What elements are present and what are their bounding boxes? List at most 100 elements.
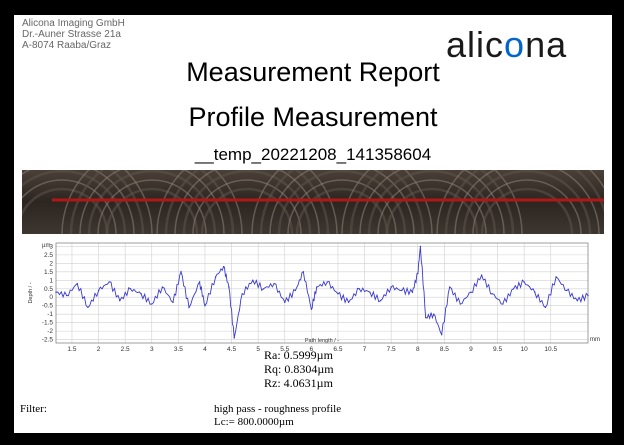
- rq-value: Rq: 0.8304µm: [264, 362, 334, 376]
- y-tick-label: 0.5: [44, 286, 53, 293]
- measurement-file-name: __temp_20221208_141358604: [194, 145, 432, 164]
- profile-point: [480, 274, 483, 276]
- profile-point: [198, 281, 201, 283]
- y-tick-label: 1.5: [44, 269, 53, 276]
- profile-point: [140, 293, 142, 295]
- profile-point: [151, 303, 153, 305]
- profile-point: [459, 303, 462, 305]
- x-tick-label: 8: [416, 346, 420, 352]
- profile-point: [347, 301, 350, 304]
- x-tick-label: 5: [256, 346, 260, 352]
- y-tick-label: 1: [49, 277, 53, 284]
- profile-point: [204, 305, 206, 307]
- profile-point: [470, 291, 472, 293]
- profile-point: [222, 266, 225, 268]
- profile-point: [369, 291, 371, 293]
- profile-point: [448, 286, 451, 288]
- profile-point: [55, 291, 57, 293]
- y-tick-label: -1.5: [42, 320, 54, 327]
- filter-type: high pass - roughness profile: [214, 403, 342, 415]
- x-tick-label: 9.5: [493, 346, 502, 352]
- profile-point: [326, 281, 329, 283]
- profile-point: [284, 301, 286, 304]
- company-name: Alicona Imaging GmbH: [22, 18, 125, 29]
- profile-point: [502, 303, 504, 305]
- profile-point: [214, 276, 217, 278]
- ra-value: Ra: 0.5999µm: [264, 348, 333, 362]
- y-tick-label: -2: [47, 328, 53, 335]
- profile-point: [108, 281, 110, 283]
- profile-point: [390, 286, 392, 288]
- company-street: Dr.-Auner Strasse 21a: [22, 29, 121, 40]
- profile-point: [379, 299, 382, 302]
- profile-point: [188, 306, 190, 309]
- profile-point: [491, 293, 493, 295]
- x-tick-label: 4: [203, 346, 207, 352]
- x-tick-label: 6.5: [333, 346, 342, 352]
- profile-point: [273, 282, 275, 285]
- profile-point: [65, 294, 68, 297]
- y-tick-label: 3: [49, 243, 53, 250]
- profile-point: [228, 286, 230, 288]
- profile-point: [172, 301, 174, 304]
- x-tick-label: 1.5: [67, 346, 76, 352]
- profile-point: [534, 291, 536, 293]
- x-tick-label: 5.5: [280, 346, 289, 352]
- y-tick-label: 2: [49, 260, 53, 267]
- filter-label: Filter:: [20, 403, 47, 415]
- profile-point: [566, 289, 568, 292]
- x-unit-label: mm: [590, 337, 600, 343]
- profile-point: [337, 293, 339, 295]
- y-tick-label: -0.5: [42, 303, 54, 310]
- profile-point: [262, 288, 265, 290]
- profile-point: [241, 293, 243, 295]
- y-unit-label: µm: [42, 243, 50, 249]
- profile-point: [512, 288, 515, 290]
- filter-cutoff: Lc:= 800.0000µm: [214, 416, 294, 428]
- x-tick-label: 8.5: [440, 346, 449, 352]
- profile-point: [544, 306, 547, 309]
- alicona-logo: alicona: [446, 24, 566, 65]
- profile-point: [252, 279, 254, 281]
- profile-series-line: [55, 246, 589, 338]
- profile-point: [576, 299, 579, 302]
- x-axis-label: Path length / -: [305, 338, 339, 344]
- company-city: A-8074 Raaba/Graz: [22, 40, 111, 51]
- profile-point: [401, 289, 403, 292]
- y-tick-label: -2.5: [42, 337, 54, 344]
- profile-point: [129, 288, 132, 290]
- y-axis-label: Depth / -: [28, 282, 34, 303]
- profile-point: [97, 289, 100, 292]
- x-tick-label: 2.5: [121, 346, 130, 352]
- rz-value: Rz: 4.0631µm: [264, 376, 333, 390]
- profile-chart: 1.5 2 2.5 3 3.5 4 4.5 5 5.5 6 6.5 7 7.5 8 8.5 9 9.5 10 10.…: [28, 242, 600, 352]
- x-tick-label: 9: [469, 346, 473, 352]
- x-tick-label: 10.5: [544, 346, 557, 352]
- y-tick-label: -1: [47, 311, 53, 318]
- x-tick-label: 3.5: [174, 346, 183, 352]
- y-tick-label: 0: [49, 294, 53, 301]
- profile-point: [180, 271, 182, 273]
- report-title: Measurement Report: [186, 57, 440, 87]
- chart-grid: [56, 243, 588, 343]
- profile-point: [358, 288, 360, 290]
- profile-point: [119, 299, 121, 302]
- x-tick-label: 10: [521, 346, 529, 352]
- surface-image: [22, 170, 604, 234]
- profile-point: [555, 276, 557, 278]
- profile-point: [411, 291, 414, 293]
- profile-point: [433, 313, 435, 315]
- profile-point: [233, 337, 235, 339]
- plot-frame: [55, 242, 589, 344]
- profile-point: [294, 289, 297, 292]
- x-tick-label: 7.5: [387, 346, 396, 352]
- profile-point: [161, 286, 164, 288]
- report-subtitle: Profile Measurement: [188, 102, 438, 132]
- profile-point: [315, 286, 318, 288]
- profile-point: [587, 294, 589, 297]
- profile-point: [425, 316, 427, 319]
- profile-point: [441, 333, 443, 336]
- report-page: Alicona Imaging GmbH Dr.-Auner Strasse 2…: [14, 15, 612, 433]
- y-tick-label: 2.5: [44, 252, 53, 259]
- x-tick-label: 6: [310, 346, 314, 352]
